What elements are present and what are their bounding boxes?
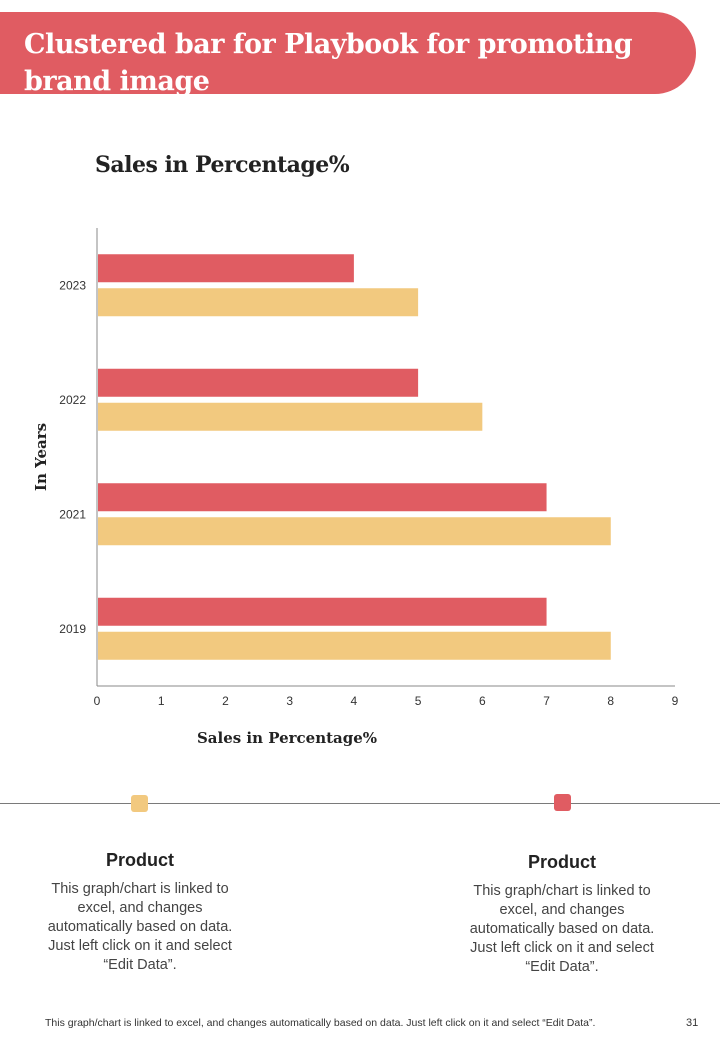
product-card-left: Product This graph/chart is linked to ex…: [25, 850, 255, 975]
x-tick-label: 9: [672, 694, 679, 708]
x-tick-label: 8: [607, 694, 614, 708]
timeline-marker-yellow: [131, 795, 148, 812]
footer-note: This graph/chart is linked to excel, and…: [45, 1017, 596, 1029]
chart-title: Sales in Percentage%: [95, 152, 350, 178]
bar-2019-series-1: [98, 597, 547, 626]
x-tick-label: 4: [351, 694, 358, 708]
bar-2023-series-2: [98, 288, 419, 317]
y-axis-title: In Years: [32, 423, 50, 491]
card-title: Product: [527, 852, 596, 872]
x-tick-label: 6: [479, 694, 486, 708]
bar-2022-series-1: [98, 368, 419, 397]
y-tick-label: 2022: [59, 393, 86, 407]
x-tick-label: 3: [286, 694, 293, 708]
bar-2022-series-2: [98, 402, 483, 431]
card-text: This graph/chart is linked to excel, and…: [469, 883, 655, 975]
card-title: Product: [105, 850, 174, 870]
bar-chart[interactable]: 2023 2022 2021 2019 0 1 2 3 4 5 6 7 8 9 Sales in Perce…: [0, 0, 720, 780]
page-title: Clustered bar for Playbook for promoting…: [24, 29, 633, 97]
header-banner: Clustered bar for Playbook for promoting…: [0, 12, 696, 97]
timeline-line: [0, 803, 720, 804]
x-tick-label: 1: [158, 694, 165, 708]
x-tick-label: 0: [94, 694, 101, 708]
x-tick-label: 2: [222, 694, 229, 708]
y-tick-label: 2023: [59, 278, 86, 292]
bar-2021-series-2: [98, 517, 611, 546]
y-tick-label: 2019: [59, 622, 86, 636]
bar-2021-series-1: [98, 483, 547, 512]
bar-2023-series-1: [98, 254, 354, 283]
page-number: 31: [686, 1017, 699, 1029]
product-card-right: Product This graph/chart is linked to ex…: [447, 852, 677, 977]
x-tick-label: 5: [415, 694, 422, 708]
y-tick-label: 2021: [59, 507, 86, 521]
card-text: This graph/chart is linked to excel, and…: [47, 881, 233, 973]
timeline-marker-red: [554, 794, 571, 811]
x-axis-title: Sales in Percentage%: [197, 729, 377, 747]
x-tick-label: 7: [543, 694, 550, 708]
bar-2019-series-2: [98, 631, 611, 660]
